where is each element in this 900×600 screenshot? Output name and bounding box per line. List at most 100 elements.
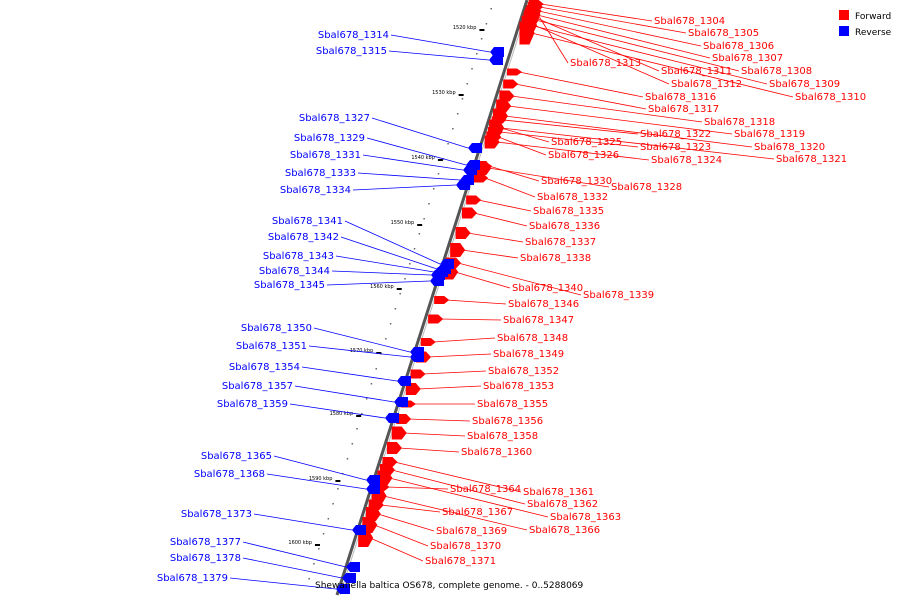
- reverse-gene-label[interactable]: Sbal678_1314: [318, 30, 389, 41]
- reverse-gene-label[interactable]: Sbal678_1342: [268, 232, 339, 243]
- forward-gene-feature[interactable]: [455, 227, 471, 239]
- forward-gene-label[interactable]: Sbal678_1371: [425, 556, 496, 567]
- forward-gene-label[interactable]: Sbal678_1363: [550, 512, 621, 523]
- forward-gene-label[interactable]: Sbal678_1305: [688, 28, 759, 39]
- reverse-gene-label[interactable]: Sbal678_1379: [157, 573, 228, 584]
- forward-gene-label[interactable]: Sbal678_1307: [712, 53, 783, 64]
- forward-gene-feature[interactable]: [428, 314, 444, 324]
- reverse-gene-label[interactable]: Sbal678_1315: [316, 46, 387, 57]
- forward-gene-label[interactable]: Sbal678_1352: [488, 366, 559, 377]
- forward-gene-label[interactable]: Sbal678_1362: [527, 499, 598, 510]
- reverse-gene-label[interactable]: Sbal678_1357: [222, 381, 293, 392]
- forward-gene-label[interactable]: Sbal678_1330: [541, 176, 612, 187]
- reverse-gene-feature[interactable]: [489, 55, 503, 65]
- forward-gene-label[interactable]: Sbal678_1319: [734, 129, 805, 140]
- reverse-gene-feature[interactable]: [366, 475, 380, 485]
- forward-gene-label[interactable]: Sbal678_1316: [645, 92, 716, 103]
- forward-gene-label[interactable]: Sbal678_1356: [472, 416, 543, 427]
- reverse-gene-label[interactable]: Sbal678_1354: [229, 362, 300, 373]
- reverse-gene-feature[interactable]: [346, 562, 360, 572]
- reverse-gene-label[interactable]: Sbal678_1344: [259, 266, 330, 277]
- forward-gene-label[interactable]: Sbal678_1311: [661, 66, 732, 77]
- reverse-gene-label[interactable]: Sbal678_1345: [254, 280, 325, 291]
- forward-gene-label[interactable]: Sbal678_1313: [570, 58, 641, 69]
- forward-gene-label[interactable]: Sbal678_1326: [548, 150, 619, 161]
- forward-gene-label[interactable]: Sbal678_1338: [520, 253, 591, 264]
- forward-gene-feature[interactable]: [486, 131, 502, 143]
- reverse-gene-label[interactable]: Sbal678_1333: [285, 168, 356, 179]
- forward-gene-label[interactable]: Sbal678_1318: [704, 117, 775, 128]
- forward-gene-label[interactable]: Sbal678_1360: [461, 447, 532, 458]
- forward-gene-label[interactable]: Sbal678_1324: [651, 155, 722, 166]
- forward-gene-label[interactable]: Sbal678_1304: [654, 16, 725, 27]
- forward-gene-feature[interactable]: [476, 162, 492, 170]
- reverse-gene-label[interactable]: Sbal678_1365: [201, 451, 272, 462]
- forward-gene-label[interactable]: Sbal678_1325: [551, 137, 622, 148]
- reverse-gene-feature[interactable]: [397, 376, 411, 386]
- reverse-gene-feature[interactable]: [468, 143, 482, 153]
- forward-gene-label[interactable]: Sbal678_1328: [611, 182, 682, 193]
- forward-gene-label[interactable]: Sbal678_1320: [754, 142, 825, 153]
- forward-gene-feature[interactable]: [507, 68, 523, 76]
- forward-gene-feature[interactable]: [377, 470, 393, 486]
- forward-gene-feature[interactable]: [461, 207, 477, 219]
- forward-gene-label[interactable]: Sbal678_1355: [477, 399, 548, 410]
- reverse-gene-feature[interactable]: [342, 573, 356, 583]
- forward-gene-label[interactable]: Sbal678_1321: [776, 154, 847, 165]
- forward-gene-label[interactable]: Sbal678_1340: [512, 283, 583, 294]
- forward-gene-feature[interactable]: [391, 426, 407, 440]
- forward-gene-label[interactable]: Sbal678_1364: [450, 484, 521, 495]
- forward-gene-label[interactable]: Sbal678_1317: [648, 104, 719, 115]
- forward-gene-label[interactable]: Sbal678_1358: [467, 431, 538, 442]
- forward-gene-feature[interactable]: [525, 7, 541, 21]
- reverse-gene-label[interactable]: Sbal678_1327: [299, 113, 370, 124]
- reverse-gene-label[interactable]: Sbal678_1373: [181, 509, 252, 520]
- forward-gene-label[interactable]: Sbal678_1339: [583, 290, 654, 301]
- forward-gene-label[interactable]: Sbal678_1370: [430, 541, 501, 552]
- reverse-gene-label[interactable]: Sbal678_1343: [263, 251, 334, 262]
- reverse-gene-feature[interactable]: [352, 525, 366, 535]
- forward-gene-feature[interactable]: [499, 90, 515, 102]
- forward-gene-label[interactable]: Sbal678_1310: [795, 92, 866, 103]
- forward-gene-label[interactable]: Sbal678_1332: [537, 192, 608, 203]
- forward-gene-label[interactable]: Sbal678_1312: [671, 79, 742, 90]
- forward-gene-label[interactable]: Sbal678_1306: [703, 41, 774, 52]
- reverse-gene-feature[interactable]: [490, 47, 504, 57]
- forward-gene-label[interactable]: Sbal678_1348: [497, 333, 568, 344]
- reverse-gene-feature[interactable]: [410, 352, 424, 362]
- forward-gene-feature[interactable]: [420, 338, 436, 346]
- forward-gene-label[interactable]: Sbal678_1322: [640, 129, 711, 140]
- forward-gene-label[interactable]: Sbal678_1309: [769, 79, 840, 90]
- reverse-gene-feature[interactable]: [366, 484, 380, 494]
- reverse-gene-label[interactable]: Sbal678_1378: [170, 553, 241, 564]
- reverse-gene-feature[interactable]: [336, 584, 350, 594]
- reverse-gene-label[interactable]: Sbal678_1331: [290, 150, 361, 161]
- forward-gene-label[interactable]: Sbal678_1349: [493, 349, 564, 360]
- reverse-gene-feature[interactable]: [385, 413, 399, 423]
- forward-gene-feature[interactable]: [410, 369, 426, 379]
- forward-gene-label[interactable]: Sbal678_1347: [503, 315, 574, 326]
- reverse-gene-feature[interactable]: [430, 276, 444, 286]
- forward-gene-feature[interactable]: [450, 243, 466, 257]
- reverse-gene-label[interactable]: Sbal678_1359: [217, 399, 288, 410]
- forward-gene-label[interactable]: Sbal678_1361: [523, 487, 594, 498]
- forward-gene-label[interactable]: Sbal678_1323: [640, 142, 711, 153]
- forward-gene-feature[interactable]: [386, 442, 402, 454]
- forward-gene-label[interactable]: Sbal678_1336: [529, 221, 600, 232]
- forward-gene-label[interactable]: Sbal678_1353: [483, 381, 554, 392]
- forward-gene-label[interactable]: Sbal678_1335: [533, 206, 604, 217]
- forward-gene-feature[interactable]: [489, 124, 505, 132]
- forward-gene-feature[interactable]: [491, 116, 507, 124]
- forward-gene-label[interactable]: Sbal678_1366: [529, 525, 600, 536]
- forward-gene-label[interactable]: Sbal678_1367: [442, 507, 513, 518]
- reverse-gene-feature[interactable]: [463, 165, 477, 175]
- reverse-gene-feature[interactable]: [394, 397, 408, 407]
- reverse-gene-label[interactable]: Sbal678_1350: [241, 323, 312, 334]
- reverse-gene-label[interactable]: Sbal678_1341: [272, 216, 343, 227]
- forward-gene-feature[interactable]: [466, 195, 482, 205]
- forward-gene-label[interactable]: Sbal678_1308: [741, 66, 812, 77]
- forward-gene-label[interactable]: Sbal678_1346: [508, 299, 579, 310]
- reverse-gene-label[interactable]: Sbal678_1329: [294, 133, 365, 144]
- reverse-gene-label[interactable]: Sbal678_1351: [236, 341, 307, 352]
- forward-gene-feature[interactable]: [396, 414, 412, 424]
